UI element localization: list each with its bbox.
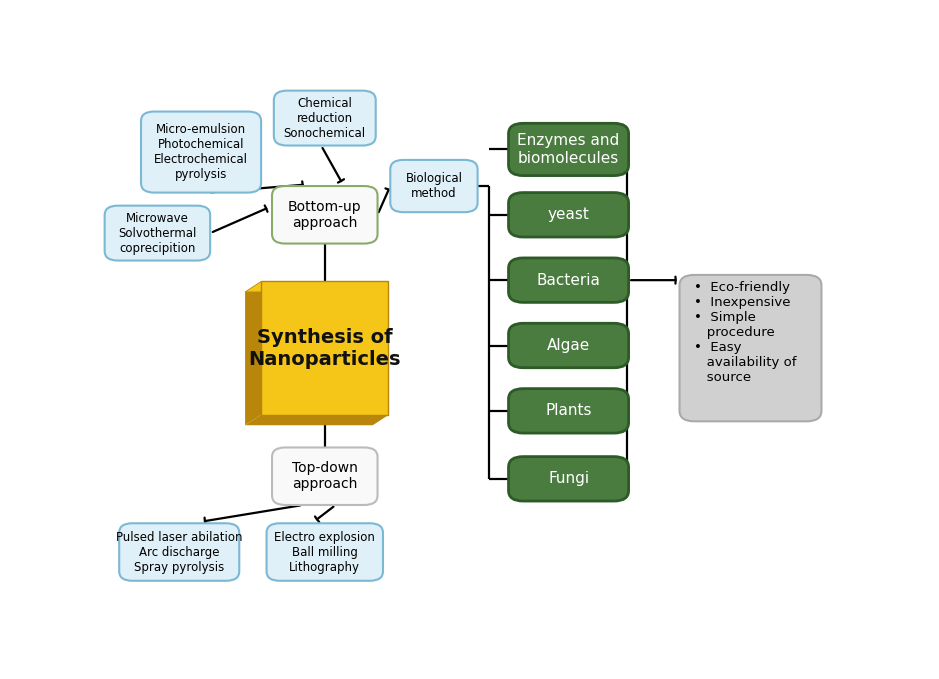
FancyBboxPatch shape — [509, 258, 628, 302]
Polygon shape — [245, 415, 389, 425]
Polygon shape — [373, 282, 389, 425]
Text: Bottom-up
approach: Bottom-up approach — [288, 200, 362, 230]
FancyBboxPatch shape — [680, 275, 822, 421]
FancyBboxPatch shape — [274, 90, 376, 145]
Text: Micro-emulsion
Photochemical
Electrochemical
pyrolysis: Micro-emulsion Photochemical Electrochem… — [154, 123, 248, 181]
FancyBboxPatch shape — [509, 388, 628, 433]
Text: Pulsed laser abilation
Arc discharge
Spray pyrolysis: Pulsed laser abilation Arc discharge Spr… — [116, 530, 242, 574]
FancyBboxPatch shape — [141, 111, 261, 193]
Text: Enzymes and
biomolecules: Enzymes and biomolecules — [517, 133, 620, 166]
Text: Bacteria: Bacteria — [536, 273, 601, 288]
Polygon shape — [245, 282, 389, 292]
FancyBboxPatch shape — [509, 193, 628, 237]
FancyBboxPatch shape — [272, 447, 377, 505]
Text: Top-down
approach: Top-down approach — [292, 461, 358, 492]
Text: Algae: Algae — [546, 338, 591, 353]
FancyBboxPatch shape — [509, 124, 628, 176]
Text: Plants: Plants — [546, 403, 592, 418]
FancyBboxPatch shape — [119, 524, 239, 581]
Text: Electro explosion
Ball milling
Lithography: Electro explosion Ball milling Lithograp… — [274, 530, 376, 574]
Text: Chemical
reduction
Sonochemical: Chemical reduction Sonochemical — [284, 96, 366, 140]
Text: Biological
method: Biological method — [406, 172, 462, 200]
FancyBboxPatch shape — [509, 323, 628, 368]
Text: Microwave
Solvothermal
coprecipition: Microwave Solvothermal coprecipition — [118, 212, 196, 255]
Text: •  Eco-friendly
•  Inexpensive
•  Simple
   procedure
•  Easy
   availability of: • Eco-friendly • Inexpensive • Simple pr… — [694, 281, 796, 384]
Text: Fungi: Fungi — [548, 471, 589, 486]
Polygon shape — [245, 282, 261, 425]
FancyBboxPatch shape — [509, 456, 628, 501]
Text: yeast: yeast — [547, 207, 590, 222]
FancyBboxPatch shape — [267, 524, 383, 581]
FancyBboxPatch shape — [391, 160, 478, 213]
FancyBboxPatch shape — [272, 186, 377, 244]
FancyBboxPatch shape — [104, 206, 210, 261]
Text: Synthesis of
Nanoparticles: Synthesis of Nanoparticles — [249, 328, 401, 369]
Polygon shape — [261, 282, 389, 415]
